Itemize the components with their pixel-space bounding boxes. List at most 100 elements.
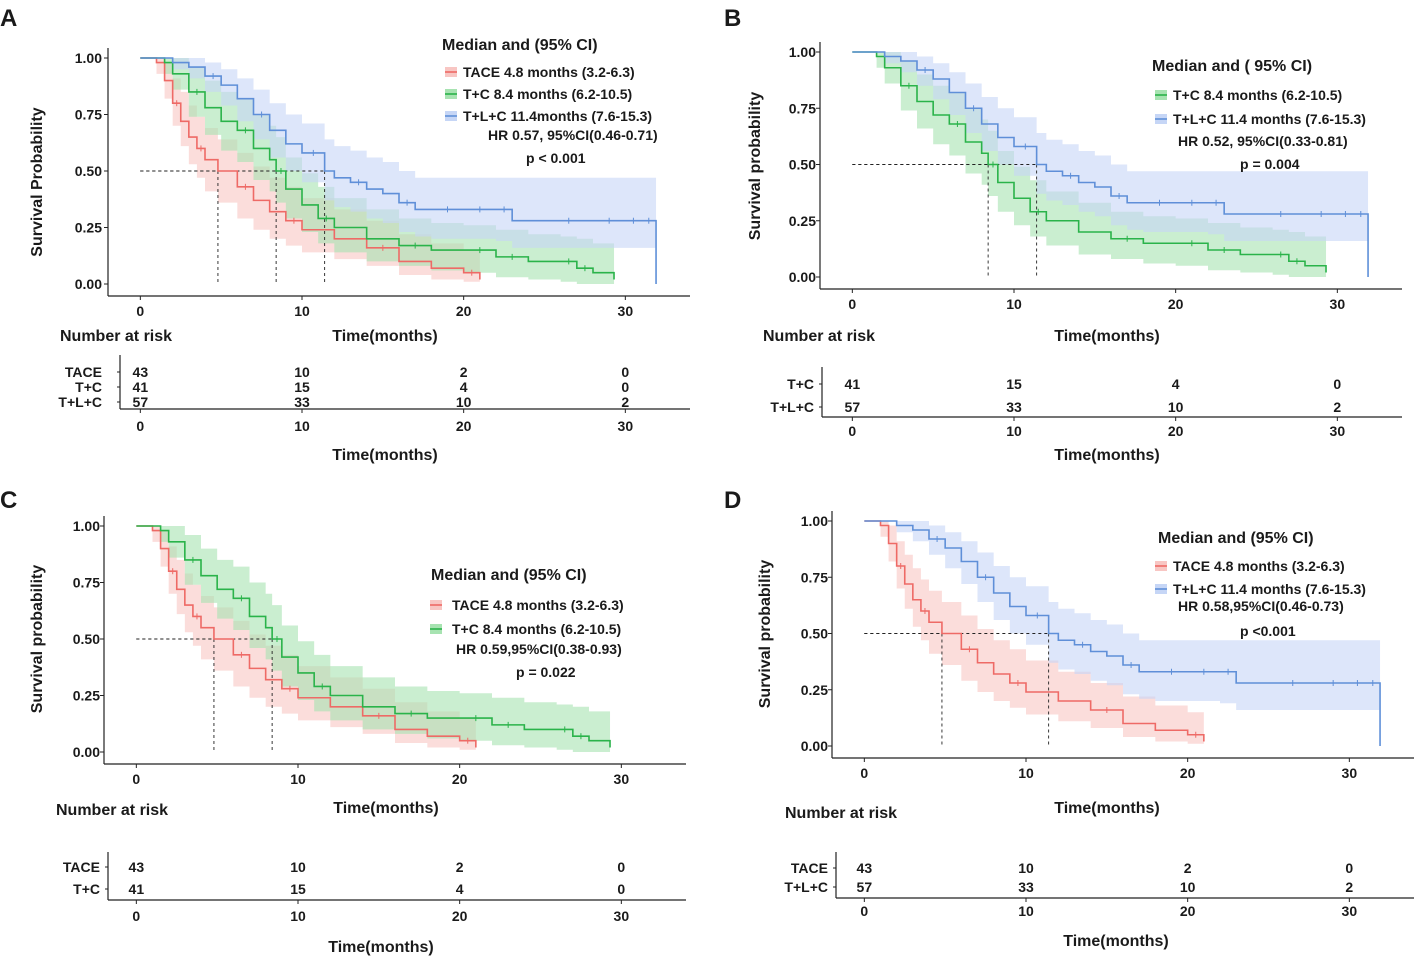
y-tick-label: 0.75 (801, 569, 828, 585)
y-axis-title: Survival probability (757, 560, 774, 709)
risk-x-tick-label: 30 (618, 418, 634, 434)
ci-band-tace (864, 521, 1204, 746)
x-axis-title: Time(months) (333, 800, 438, 817)
y-tick-label: 0.00 (801, 738, 828, 754)
risk-x-tick-label: 0 (132, 908, 140, 924)
risk-x-tick-label: 20 (452, 908, 468, 924)
risk-x-tick-label: 10 (1006, 423, 1022, 439)
y-tick-label: 0.25 (789, 213, 816, 229)
legend-label: TACE 4.8 months (3.2-6.3) (452, 597, 624, 613)
risk-count: 41 (129, 881, 145, 897)
legend-title: Median and (95% CI) (1158, 530, 1314, 547)
risk-count: 0 (621, 379, 629, 395)
p-value: p < 0.001 (526, 150, 586, 166)
legend-label: T+C 8.4 months (6.2-10.5) (463, 86, 632, 102)
x-tick-label: 20 (452, 771, 468, 787)
risk-table-title: Number at risk (763, 328, 875, 345)
km-curve-tc (140, 57, 615, 280)
x-tick-label: 30 (1342, 765, 1358, 781)
y-tick-label: 1.00 (801, 513, 828, 529)
y-tick-label: 0.00 (75, 276, 102, 292)
km-curve-tc (852, 51, 1327, 273)
risk-row-label: T+L+C (770, 399, 814, 415)
risk-x-tick-label: 30 (614, 908, 630, 924)
legend-label: TACE 4.8 months (3.2-6.3) (463, 64, 635, 80)
y-tick-label: 0.50 (73, 631, 100, 647)
risk-x-tick-label: 0 (848, 423, 856, 439)
risk-x-axis-title: Time(months) (332, 447, 437, 464)
x-tick-label: 20 (456, 303, 472, 319)
km-curve-tlc (864, 520, 1381, 746)
risk-x-tick-label: 20 (1168, 423, 1184, 439)
y-tick-label: 1.00 (75, 50, 102, 66)
risk-count: 43 (857, 860, 873, 876)
risk-table-title: Number at risk (785, 805, 897, 822)
risk-count: 10 (294, 364, 310, 380)
y-tick-label: 0.00 (789, 269, 816, 285)
x-tick-label: 0 (848, 296, 856, 312)
km-curve-tace (140, 57, 481, 280)
risk-count: 0 (621, 364, 629, 380)
x-tick-label: 20 (1168, 296, 1184, 312)
legend-label: T+L+C 11.4months (7.6-15.3) (463, 108, 652, 124)
x-axis-title: Time(months) (332, 328, 437, 345)
risk-count: 15 (290, 881, 306, 897)
risk-count: 0 (617, 859, 625, 875)
risk-x-tick-label: 10 (1018, 903, 1034, 919)
risk-count: 2 (621, 394, 629, 410)
y-tick-label: 0.00 (73, 744, 100, 760)
risk-count: 33 (294, 394, 310, 410)
risk-count: 15 (1006, 376, 1022, 392)
risk-count: 41 (845, 376, 861, 392)
x-tick-label: 10 (294, 303, 310, 319)
x-tick-label: 0 (860, 765, 868, 781)
hazard-ratio: HR 0.57, 95%CI(0.46-0.71) (488, 127, 658, 143)
risk-x-tick-label: 20 (1180, 903, 1196, 919)
x-tick-label: 20 (1180, 765, 1196, 781)
risk-x-tick-label: 10 (294, 418, 310, 434)
risk-count: 2 (1333, 399, 1341, 415)
risk-count: 4 (460, 379, 468, 395)
km-curve-tace (136, 525, 477, 748)
risk-count: 4 (456, 881, 464, 897)
ci-band-tc (136, 526, 611, 752)
risk-count: 33 (1018, 879, 1034, 895)
risk-row-label: TACE (63, 859, 100, 875)
y-tick-label: 0.50 (801, 626, 828, 642)
panel-letter: A (0, 5, 17, 32)
risk-count: 10 (456, 394, 472, 410)
risk-row-label: TACE (65, 364, 102, 380)
risk-row-label: T+C (73, 881, 100, 897)
risk-x-tick-label: 30 (1342, 903, 1358, 919)
risk-x-axis-title: Time(months) (1054, 447, 1159, 464)
km-curve-tc (136, 525, 611, 748)
x-tick-label: 0 (136, 303, 144, 319)
p-value: p = 0.022 (516, 664, 576, 680)
risk-count: 0 (1333, 376, 1341, 392)
p-value: p <0.001 (1240, 623, 1296, 639)
hazard-ratio: HR 0.58,95%CI(0.46-0.73) (1178, 598, 1344, 614)
legend-label: T+C 8.4 months (6.2-10.5) (1173, 87, 1342, 103)
km-curve-tlc (852, 51, 1369, 277)
risk-count: 0 (617, 881, 625, 897)
legend-title: Median and (95% CI) (442, 37, 598, 54)
panel-letter: C (0, 487, 17, 514)
risk-row-label: T+L+C (784, 879, 828, 895)
risk-count: 10 (1018, 860, 1034, 876)
risk-row-label: T+C (787, 376, 814, 392)
risk-x-axis-title: Time(months) (1063, 933, 1168, 950)
risk-x-axis-title: Time(months) (328, 939, 433, 956)
legend-label: T+L+C 11.4 months (7.6-15.3) (1173, 581, 1366, 597)
legend-label: T+L+C 11.4 months (7.6-15.3) (1173, 111, 1366, 127)
risk-count: 33 (1006, 399, 1022, 415)
x-tick-label: 30 (618, 303, 634, 319)
risk-row-label: T+L+C (58, 394, 102, 410)
risk-count: 57 (857, 879, 873, 895)
y-tick-label: 0.75 (789, 100, 816, 116)
x-axis-title: Time(months) (1054, 800, 1159, 817)
risk-x-tick-label: 10 (290, 908, 306, 924)
risk-x-tick-label: 20 (456, 418, 472, 434)
y-tick-label: 0.50 (75, 163, 102, 179)
